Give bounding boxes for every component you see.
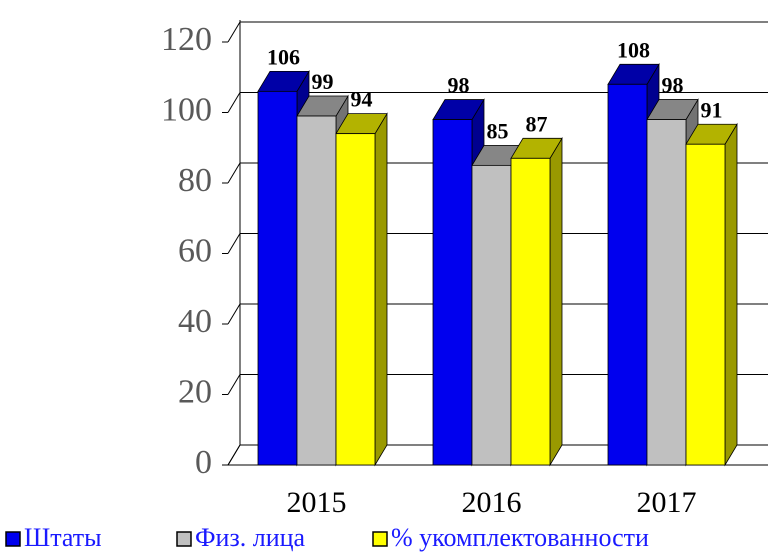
legend-label: Штаты bbox=[24, 523, 102, 552]
x-tick-label: 2015 bbox=[287, 486, 347, 519]
bar bbox=[257, 90, 298, 466]
grid-line bbox=[227, 21, 241, 43]
bar bbox=[335, 133, 376, 466]
data-label: 94 bbox=[351, 87, 373, 112]
legend-label: Физ. лица bbox=[195, 523, 306, 552]
bar-side bbox=[724, 122, 738, 467]
y-tick-label: 80 bbox=[178, 162, 212, 199]
data-label: 87 bbox=[526, 111, 548, 136]
bar bbox=[607, 83, 648, 466]
y-tick-label: 0 bbox=[195, 444, 212, 481]
grid-line bbox=[227, 374, 241, 395]
x-tick-label: 2017 bbox=[637, 486, 697, 519]
grid-line bbox=[227, 233, 241, 254]
legend-swatch bbox=[372, 531, 388, 547]
legend-label: % укомплектованности bbox=[391, 523, 649, 552]
grid-line bbox=[227, 303, 241, 325]
bar bbox=[471, 164, 512, 466]
data-label: 106 bbox=[267, 44, 300, 69]
grid-line bbox=[227, 162, 241, 184]
y-tick-label: 100 bbox=[161, 91, 212, 128]
y-tick-label: 40 bbox=[178, 303, 212, 340]
bar bbox=[432, 119, 473, 466]
legend-swatch bbox=[176, 531, 192, 547]
y-tick-label: 20 bbox=[178, 373, 212, 410]
bar-side bbox=[549, 136, 563, 467]
legend-swatch bbox=[5, 531, 21, 547]
grid-line bbox=[227, 92, 241, 113]
data-label: 98 bbox=[662, 73, 684, 98]
data-label: 85 bbox=[487, 118, 509, 143]
y-tick-label: 120 bbox=[161, 21, 212, 58]
bar bbox=[510, 157, 551, 466]
bar-side bbox=[374, 112, 388, 467]
grid-line bbox=[227, 444, 241, 466]
bar bbox=[296, 115, 337, 466]
y-tick-label: 60 bbox=[178, 232, 212, 269]
x-tick-label: 2016 bbox=[462, 486, 522, 519]
data-label: 99 bbox=[312, 69, 334, 94]
bar bbox=[685, 143, 726, 466]
data-label: 98 bbox=[448, 73, 470, 98]
data-label: 108 bbox=[617, 37, 650, 62]
data-label: 91 bbox=[701, 97, 723, 122]
bar bbox=[646, 119, 687, 466]
